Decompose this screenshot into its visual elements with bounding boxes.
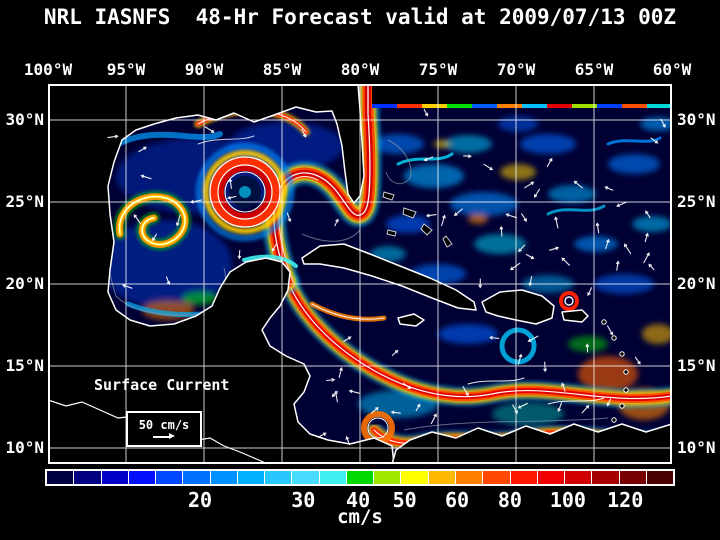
lon-label: 95°W — [106, 60, 146, 79]
colorbar-cell — [74, 471, 101, 484]
lon-label: 80°W — [340, 60, 380, 79]
colorbar-cell — [292, 471, 319, 484]
colorbar — [45, 469, 675, 486]
colorbar-cell — [455, 471, 483, 484]
lon-label: 85°W — [262, 60, 302, 79]
current-arrows — [107, 108, 666, 446]
current-map — [47, 72, 682, 465]
colorbar-cell — [537, 471, 565, 484]
colorbar-cell — [183, 471, 210, 484]
scale-arrow-icon — [153, 433, 175, 440]
surface-current-label: Surface Current — [94, 376, 230, 394]
colorbar-units: cm/s — [337, 506, 383, 528]
lat-label-left: 30°N — [5, 110, 44, 129]
colorbar-tick-label: 80 — [497, 488, 522, 512]
lat-label-right: 10°N — [677, 438, 716, 457]
colorbar-cell — [619, 471, 646, 484]
colorbar-cell — [401, 471, 428, 484]
land-masses — [47, 83, 673, 465]
colorbar-cell — [319, 471, 346, 484]
lat-label-left: 15°N — [5, 356, 44, 375]
grid-lines — [48, 84, 672, 464]
colorbar-cell — [210, 471, 237, 484]
lat-label-left: 25°N — [5, 192, 44, 211]
lat-label-left: 10°N — [5, 438, 44, 457]
colorbar-tick-label: 100 — [549, 488, 586, 512]
colorbar-cell — [346, 471, 374, 484]
lat-label-right: 15°N — [677, 356, 716, 375]
island-cuba — [301, 243, 477, 311]
colorbar-tick-label: 20 — [187, 488, 213, 512]
colorbar-cell — [47, 471, 74, 484]
page-title: NRL IASNFS 48-Hr Forecast valid at 2009/… — [43, 5, 677, 29]
colorbar-tick-label: 30 — [291, 488, 316, 512]
gulf-ring-eddy — [195, 142, 295, 242]
lon-label: 70°W — [496, 60, 536, 79]
colorbar-tick-label: 50 — [392, 488, 417, 512]
colorbar-tick-label: 40 — [346, 488, 371, 512]
current-map-svg — [47, 72, 682, 465]
island-puerto-rico — [561, 309, 589, 323]
small-islands — [382, 191, 629, 423]
colorbar-cell — [510, 471, 537, 484]
colorbar-cell — [156, 471, 183, 484]
map-frame — [48, 84, 672, 464]
colorbar-cell — [374, 471, 401, 484]
colorbar-cell — [101, 471, 128, 484]
current-field-art — [100, 72, 682, 453]
colorbar-cell — [565, 471, 592, 484]
colorbar-cell — [237, 471, 265, 484]
lon-label: 75°W — [418, 60, 458, 79]
antilles-ring-eddy — [559, 291, 579, 311]
lat-label-left: 20°N — [5, 274, 44, 293]
lon-label: 100°W — [23, 60, 73, 79]
lat-label-right: 25°N — [677, 192, 716, 211]
colorbar-ticks: 20 30 40 50 60 80 100 120 — [45, 488, 675, 512]
lat-label-right: 30°N — [677, 110, 716, 129]
colorbar-tick-label: 60 — [444, 488, 470, 512]
colorbar-cell — [646, 471, 674, 484]
lon-label: 60°W — [652, 60, 692, 79]
colorbar-cell — [592, 471, 619, 484]
vector-scale-box: 50 cm/s — [126, 411, 202, 447]
colorbar-cell — [428, 471, 455, 484]
land-north-america — [47, 83, 395, 465]
island-jamaica — [397, 313, 425, 327]
colorbar-tick-label: 120 — [607, 488, 644, 512]
island-hispaniola — [481, 289, 555, 325]
no-data-region — [372, 84, 672, 108]
lat-label-right: 20°N — [677, 274, 716, 293]
colorbar-cell — [265, 471, 292, 484]
colorbar-cell — [483, 471, 510, 484]
colorbar-cell — [128, 471, 156, 484]
land-south-america — [391, 423, 673, 465]
lon-label: 65°W — [574, 60, 614, 79]
vector-scale-value: 50 cm/s — [138, 418, 190, 432]
lon-label: 90°W — [184, 60, 224, 79]
